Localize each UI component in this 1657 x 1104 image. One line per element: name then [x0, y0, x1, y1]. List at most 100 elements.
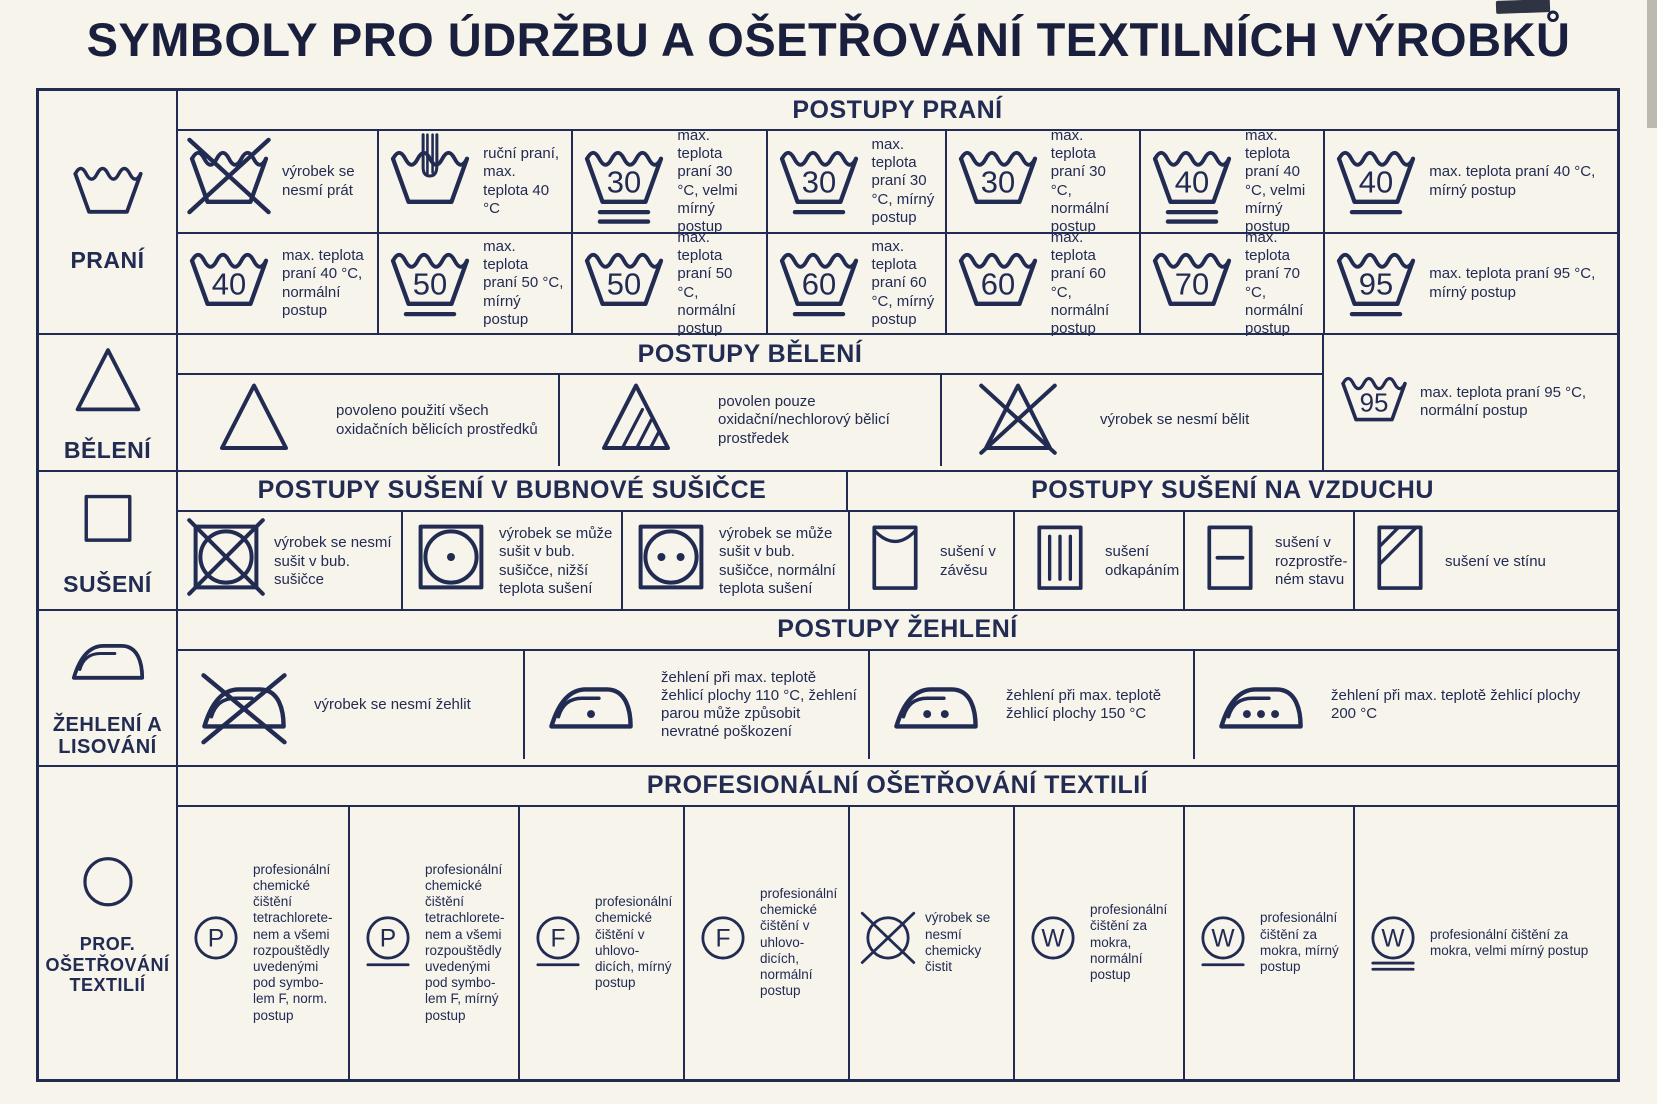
- care-cell: 30 max. teplota praní 30 °C, velmi mírný …: [571, 127, 765, 235]
- cell-text: výrobek se nesmí sušit v bub. sušičce: [274, 534, 392, 588]
- wash-40-normal-icon: 40: [186, 235, 272, 331]
- care-cell: 70 max. teplota praní 70 °C, normální pos…: [1138, 229, 1324, 337]
- care-cell: žehlení při max. teplotě žehlicí plochy …: [523, 650, 868, 760]
- cell-text: sušení ve stínu: [1445, 552, 1546, 570]
- section-washing: PRANÍ POSTUPY PRANÍ výrobek se nesmí prá…: [39, 91, 1617, 337]
- page-title: SYMBOLY PRO ÚDRŽBU A OŠETŘOVÁNÍ TEXTILNÍ…: [86, 13, 1571, 66]
- care-symbols-table: PRANÍ POSTUPY PRANÍ výrobek se nesmí prá…: [36, 88, 1620, 1082]
- care-cell: 95 max. teplota praní 95 °C, mírný postup: [1323, 232, 1617, 333]
- tumble-dry-low-heat-icon: [411, 517, 491, 607]
- category-drying: SUŠENÍ: [39, 471, 178, 609]
- care-cell: sušení v rozprostře-ném stavu: [1183, 511, 1353, 612]
- wash-40-mild-icon: 40: [1333, 133, 1419, 229]
- square-icon: [74, 483, 142, 559]
- care-cell: sušení odkapáním: [1013, 511, 1183, 612]
- wet-clean-mild-icon: W: [1195, 911, 1251, 974]
- category-label: PROF. OŠETŘOVÁNÍ TEXTILIÍ: [45, 934, 170, 995]
- svg-text:95: 95: [1359, 267, 1393, 302]
- section-header-ironing: POSTUPY ŽEHLENÍ: [178, 611, 1617, 651]
- wash-60-normal-icon: 60: [955, 235, 1041, 331]
- wash-95-mild-icon: 95: [1333, 235, 1419, 331]
- wash-30-very-mild-icon: 30: [581, 133, 667, 229]
- line-dry-icon: [858, 520, 932, 603]
- wash-30-mild-icon: 30: [776, 133, 862, 229]
- cell-text: max. teplota praní 30 °C, mírný postup: [871, 135, 935, 226]
- cell-text: max. teplota praní 30 °C, normální postu…: [1050, 126, 1110, 236]
- category-label: SUŠENÍ: [63, 570, 152, 597]
- wash-95-normal-cell: 95 max. teplota praní 95 °C, normální pos…: [1322, 335, 1617, 470]
- care-cell: ruční praní, max. teplota 40 °C: [377, 131, 571, 232]
- wash-70-normal-icon: 70: [1149, 235, 1235, 331]
- category-ironing: ŽEHLENÍ A LISOVÁNÍ: [39, 610, 178, 765]
- category-washing: PRANÍ: [39, 91, 178, 333]
- cell-text: profesionální chemické čištění v uhlovo-…: [760, 886, 838, 999]
- dry-clean-F-mild-icon: F: [530, 911, 586, 974]
- svg-text:30: 30: [801, 165, 835, 200]
- scan-artifact: [1647, 0, 1657, 128]
- iron-200-icon: [1217, 656, 1305, 755]
- care-cell: výrobek se nesmí prát: [178, 131, 377, 232]
- category-label: ŽEHLENÍ A LISOVÁNÍ: [52, 713, 163, 759]
- do-not-iron-icon: [200, 656, 288, 755]
- svg-text:W: W: [1041, 926, 1065, 953]
- cell-text: žehlení při max. teplotě žehlicí plochy …: [661, 668, 857, 741]
- category-label: PRANÍ: [70, 246, 145, 273]
- cell-text: žehlení při max. teplotě žehlicí plochy …: [1006, 686, 1162, 723]
- care-cell: povoleno použití všech oxidačních bělicí…: [178, 375, 558, 466]
- section-header-professional-care: PROFESIONÁLNÍ OŠETŘOVÁNÍ TEXTILIÍ: [178, 767, 1617, 807]
- care-cell: výrobek se nesmí žehlit: [178, 651, 523, 760]
- cell-text: výrobek se nesmí chemicky čistit: [925, 910, 991, 974]
- dry-flat-icon: [1193, 520, 1267, 603]
- cell-text: sušení v rozprostře-ném stavu: [1275, 534, 1348, 588]
- hand-wash-icon: [387, 133, 473, 229]
- svg-text:F: F: [550, 926, 565, 953]
- triangle-icon: [70, 341, 146, 426]
- svg-text:50: 50: [607, 267, 641, 302]
- svg-text:P: P: [380, 926, 396, 953]
- section-professional-care: PROF. OŠETŘOVÁNÍ TEXTILIÍ PROFESIONÁLNÍ …: [39, 764, 1617, 1079]
- ironing-cells: výrobek se nesmí žehlit žehlení při max. …: [178, 650, 1617, 760]
- cell-text: max. teplota praní 30 °C, velmi mírný po…: [677, 126, 738, 236]
- cell-text: žehlení při max. teplotě žehlicí plochy …: [1331, 686, 1581, 723]
- svg-text:40: 40: [1175, 165, 1209, 200]
- washing-cells: výrobek se nesmí prát ruční praní, max. t…: [178, 127, 1617, 337]
- do-not-dry-clean-icon: [860, 911, 916, 974]
- wash-40-very-mild-icon: 40: [1149, 133, 1235, 229]
- category-bleaching: BĚLENÍ: [39, 335, 178, 470]
- cell-text: ruční praní, max. teplota 40 °C: [483, 144, 560, 217]
- cell-text: max. teplota praní 60 °C, normální postu…: [1050, 228, 1110, 338]
- section-bleaching: BĚLENÍ POSTUPY BĚLENÍ povoleno použití v…: [39, 333, 1617, 470]
- care-cell: 40 max. teplota praní 40 °C, velmi mírný …: [1138, 127, 1323, 235]
- care-cell: výrobek se může sušit v bub. sušičce, no…: [621, 511, 848, 612]
- dry-in-shade-icon: [1363, 520, 1437, 603]
- drying-cells: výrobek se nesmí sušit v bub. sušičce výr…: [178, 511, 1617, 612]
- svg-text:60: 60: [981, 267, 1015, 302]
- cell-text: výrobek se může sušit v bub. sušičce, no…: [719, 525, 836, 597]
- drip-dry-icon: [1023, 520, 1097, 603]
- wash-60-mild-icon: 60: [776, 235, 862, 331]
- care-cell: 60 max. teplota praní 60 °C, mírný postup: [765, 232, 945, 333]
- bleaching-cells: povoleno použití všech oxidačních bělicí…: [178, 375, 1322, 466]
- cell-text: profesionální čištění za mokra, velmi mí…: [1430, 926, 1589, 958]
- care-cell: sušení v závěsu: [848, 511, 1013, 612]
- wet-clean-very-mild-icon: W: [1365, 911, 1421, 974]
- category-professional-care: PROF. OŠETŘOVÁNÍ TEXTILIÍ: [39, 766, 178, 1079]
- cell-text: max. teplota praní 40 °C, normální postu…: [282, 246, 364, 319]
- cell-text: výrobek se nesmí bělit: [1100, 411, 1250, 429]
- svg-text:P: P: [208, 926, 224, 953]
- care-cell: povolen pouze oxidační/nechlorový bělicí…: [558, 375, 940, 466]
- svg-text:70: 70: [1175, 267, 1209, 302]
- section-ironing: ŽEHLENÍ A LISOVÁNÍ POSTUPY ŽEHLENÍ výrob…: [39, 608, 1617, 765]
- dry-clean-P-mild-icon: P: [360, 911, 416, 974]
- cell-text: max. teplota praní 50 °C, mírný postup: [483, 237, 564, 328]
- cell-text: výrobek se může sušit v bub. sušičce, ni…: [499, 525, 613, 597]
- cell-text: výrobek se nesmí žehlit: [314, 695, 471, 713]
- cell-text: výrobek se nesmí prát: [282, 163, 355, 199]
- do-not-tumble-dry-icon: [186, 517, 266, 607]
- care-cell: 40 max. teplota praní 40 °C, normální pos…: [178, 232, 378, 333]
- category-label: BĚLENÍ: [63, 437, 152, 464]
